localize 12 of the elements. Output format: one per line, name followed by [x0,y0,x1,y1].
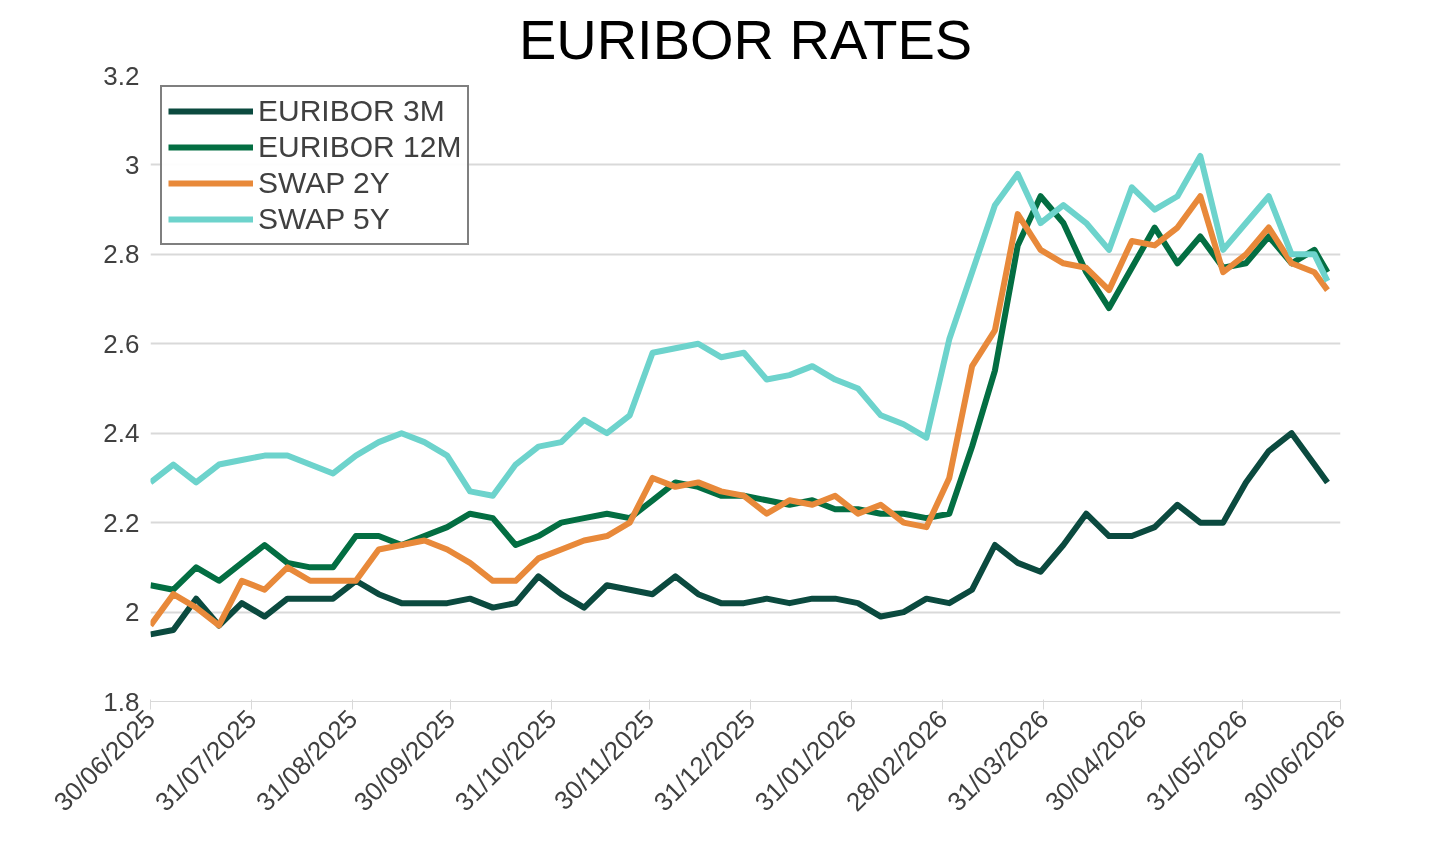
y-tick-label: 2.8 [103,239,140,270]
y-tick-label: 2.4 [103,418,140,449]
legend-label: EURIBOR 12M [258,129,462,165]
y-tick-label: 3 [125,149,140,180]
legend-label: SWAP 2Y [258,165,390,201]
legend-label: EURIBOR 3M [258,93,445,129]
y-tick-label: 3.2 [103,60,140,91]
y-tick-label: 2 [125,597,140,628]
chart-title: EURIBOR RATES [518,7,973,71]
y-tick-label: 2.2 [103,507,140,538]
y-tick-label: 2.6 [103,328,140,359]
legend-label: SWAP 5Y [258,201,390,237]
